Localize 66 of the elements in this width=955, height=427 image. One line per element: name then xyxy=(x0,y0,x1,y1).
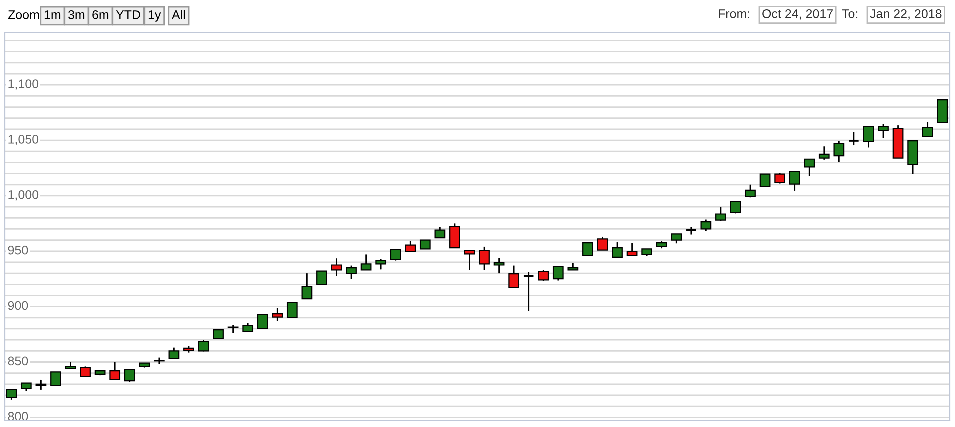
candlestick xyxy=(582,242,594,256)
candlestick xyxy=(50,372,62,386)
candlestick xyxy=(818,146,830,161)
y-tick-label: 950 xyxy=(8,246,28,255)
text: Zoom xyxy=(8,10,40,20)
candlestick xyxy=(331,258,342,278)
candlestick xyxy=(538,270,550,282)
candlestick xyxy=(6,389,18,401)
text: 1m xyxy=(44,10,61,20)
candlestick xyxy=(878,124,889,140)
text: YTD xyxy=(116,10,140,20)
candlestick xyxy=(450,222,460,249)
text: All xyxy=(172,10,186,20)
y-tick-label: 850 xyxy=(8,356,28,366)
candlestick xyxy=(804,158,816,177)
candlestick xyxy=(508,265,520,289)
candlestick xyxy=(789,170,800,192)
candlestick xyxy=(390,249,402,262)
candlestick xyxy=(730,200,742,214)
candlestick xyxy=(863,126,874,148)
candlestick xyxy=(316,270,328,286)
candlestick xyxy=(552,266,564,282)
text: To: xyxy=(842,10,858,18)
candlestick xyxy=(597,236,608,251)
candlestick xyxy=(626,242,638,257)
candlestick xyxy=(168,347,180,360)
candlestick xyxy=(612,242,623,258)
candlestick xyxy=(908,140,918,176)
candlestick xyxy=(671,234,682,244)
candlestick xyxy=(257,314,268,330)
candlestick xyxy=(745,184,756,198)
text: From: xyxy=(719,10,750,18)
candlestick xyxy=(80,366,91,378)
candlestick xyxy=(937,100,948,124)
candlestick xyxy=(686,226,698,236)
candlestick xyxy=(346,265,357,280)
candlestick xyxy=(479,246,490,271)
candlestick xyxy=(228,324,239,334)
candlestick xyxy=(774,172,786,184)
candlestick xyxy=(286,302,298,318)
candlestick xyxy=(523,272,535,312)
y-tick-label: 1,000 xyxy=(8,190,39,201)
candlestick xyxy=(922,122,934,138)
y-tick-label: 900 xyxy=(8,301,28,310)
text: Oct 24, 2017 xyxy=(762,10,833,20)
candlestick xyxy=(405,240,416,253)
candlestick xyxy=(302,272,313,300)
text: 3m xyxy=(68,10,85,20)
y-tick-label: 1,100 xyxy=(8,80,39,90)
text: Jan 22, 2018 xyxy=(870,10,942,20)
candlestick xyxy=(494,257,505,274)
candlestick xyxy=(834,140,845,163)
candlestick xyxy=(360,254,372,271)
candlestick xyxy=(434,226,446,239)
y-tick-label: 1,050 xyxy=(8,135,39,146)
candlestick xyxy=(110,362,121,381)
candlestick xyxy=(760,174,771,188)
candlestick xyxy=(700,219,712,232)
candlestick xyxy=(36,379,47,391)
candlestick xyxy=(716,206,726,222)
candlestick xyxy=(848,132,860,146)
text: 6m xyxy=(92,10,109,20)
candlestick xyxy=(272,308,284,322)
text: 1y xyxy=(148,10,162,22)
candlestick xyxy=(124,369,136,383)
candlestick xyxy=(376,258,387,270)
